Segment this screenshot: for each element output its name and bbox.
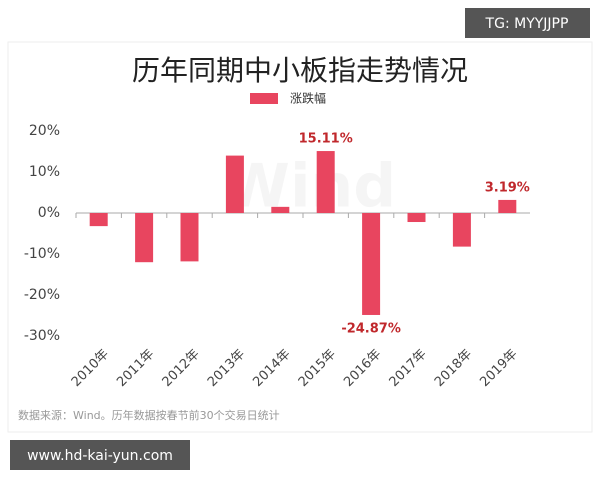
y-tick-label: -30%: [24, 328, 60, 344]
url-text: www.hd-kai-yun.com: [27, 448, 173, 464]
legend-swatch: [250, 93, 278, 104]
bar: [362, 213, 381, 315]
bar: [135, 213, 154, 263]
tag-box: [465, 8, 590, 38]
value-label: -24.87%: [341, 321, 401, 336]
bar: [225, 155, 244, 213]
bar: [180, 213, 199, 262]
bar: [271, 206, 290, 213]
y-tick-label: -20%: [24, 287, 60, 303]
y-tick-label: 0%: [38, 205, 60, 221]
bar: [452, 213, 471, 247]
bar: [316, 151, 335, 213]
bar: [498, 199, 517, 213]
url-box: [10, 440, 190, 470]
value-label: 3.19%: [485, 180, 530, 195]
y-tick-label: 20%: [29, 123, 60, 139]
legend-label: 涨跌幅: [290, 91, 326, 106]
chart-title: 历年同期中小板指走势情况: [132, 54, 468, 87]
y-tick-label: 10%: [29, 164, 60, 180]
value-label: 15.11%: [299, 132, 353, 147]
source-note: 数据来源：Wind。历年数据按春节前30个交易日统计: [18, 408, 280, 422]
card: [7, 41, 593, 433]
y-tick-label: -10%: [24, 246, 60, 262]
bar: [89, 213, 108, 227]
watermark: Wind: [224, 152, 396, 222]
bar: [407, 213, 426, 223]
tag-text: TG: MYYJJPP: [485, 16, 569, 32]
